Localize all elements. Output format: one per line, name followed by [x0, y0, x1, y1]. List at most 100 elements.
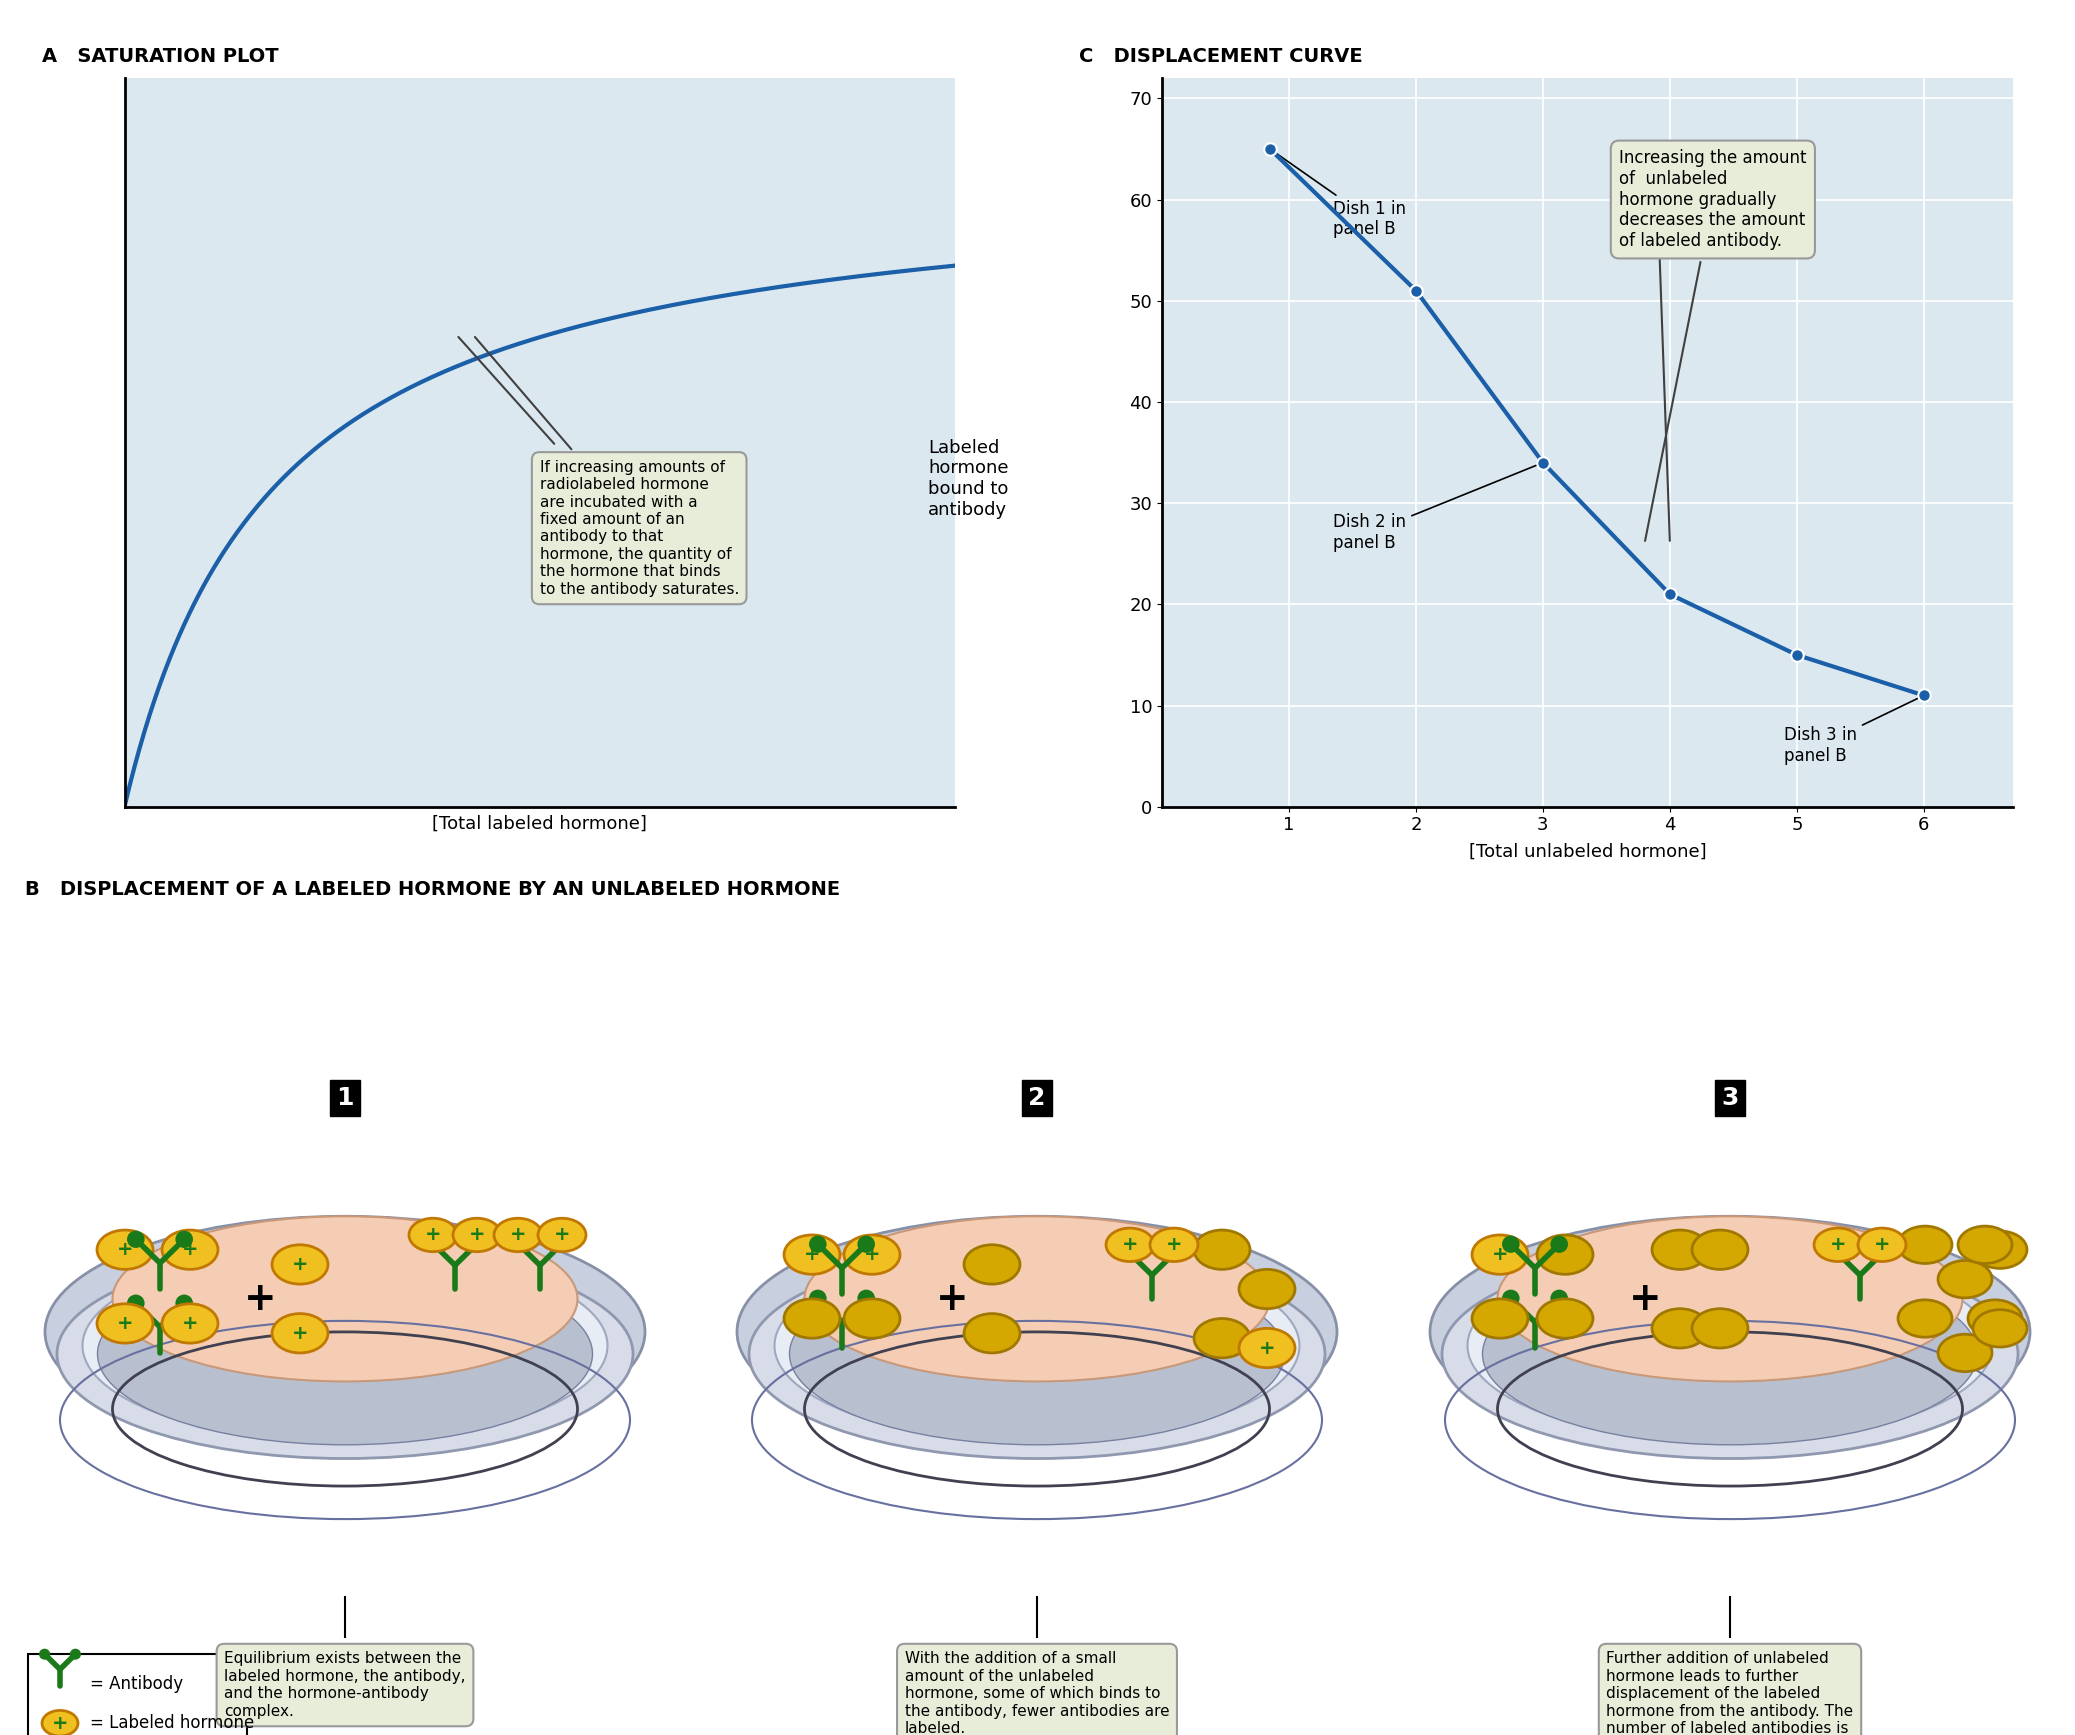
Ellipse shape — [845, 1300, 901, 1338]
Ellipse shape — [1193, 1230, 1249, 1270]
Circle shape — [127, 1294, 145, 1312]
Circle shape — [1550, 1235, 1569, 1253]
Ellipse shape — [1652, 1308, 1708, 1348]
Text: +: + — [1166, 1235, 1183, 1254]
Text: +: + — [1874, 1235, 1890, 1254]
Ellipse shape — [1814, 1228, 1861, 1261]
Ellipse shape — [42, 1711, 79, 1735]
Circle shape — [1550, 1289, 1569, 1306]
Ellipse shape — [1899, 1300, 1953, 1338]
Ellipse shape — [1239, 1329, 1295, 1367]
Text: +: + — [183, 1313, 199, 1332]
Ellipse shape — [98, 1303, 154, 1343]
X-axis label: [Total labeled hormone]: [Total labeled hormone] — [432, 815, 647, 833]
Text: B   DISPLACEMENT OF A LABELED HORMONE BY AN UNLABELED HORMONE: B DISPLACEMENT OF A LABELED HORMONE BY A… — [25, 880, 840, 899]
Circle shape — [71, 1648, 81, 1660]
Ellipse shape — [784, 1300, 840, 1338]
Text: +: + — [52, 1714, 68, 1733]
Ellipse shape — [272, 1313, 328, 1353]
Ellipse shape — [1652, 1230, 1708, 1270]
Circle shape — [127, 1230, 145, 1247]
Text: +: + — [803, 1246, 820, 1265]
Ellipse shape — [1538, 1300, 1594, 1338]
Text: +: + — [116, 1241, 133, 1260]
Ellipse shape — [1691, 1230, 1747, 1270]
Ellipse shape — [1691, 1308, 1747, 1348]
Text: Equilibrium exists between the
labeled hormone, the antibody,
and the hormone-an: Equilibrium exists between the labeled h… — [224, 1652, 465, 1719]
Ellipse shape — [965, 1244, 1021, 1284]
Ellipse shape — [1973, 1310, 2027, 1346]
Ellipse shape — [1967, 1300, 2021, 1338]
Text: Increasing the amount
of  unlabeled
hormone gradually
decreases the amount
of la: Increasing the amount of unlabeled hormo… — [1618, 149, 1807, 541]
Text: Dish 3 in
panel B: Dish 3 in panel B — [1784, 697, 1921, 765]
Ellipse shape — [784, 1235, 840, 1273]
Text: Further addition of unlabeled
hormone leads to further
displacement of the label: Further addition of unlabeled hormone le… — [1606, 1652, 1853, 1735]
Circle shape — [857, 1289, 876, 1306]
Ellipse shape — [494, 1218, 542, 1251]
Circle shape — [176, 1294, 193, 1312]
Ellipse shape — [409, 1218, 456, 1251]
Text: +: + — [1123, 1235, 1139, 1254]
Text: +: + — [1260, 1338, 1276, 1357]
Ellipse shape — [1538, 1235, 1594, 1273]
Circle shape — [39, 1648, 50, 1660]
Ellipse shape — [845, 1235, 901, 1273]
Ellipse shape — [452, 1218, 500, 1251]
Text: +: + — [1830, 1235, 1847, 1254]
Text: +: + — [936, 1280, 969, 1319]
Ellipse shape — [98, 1230, 154, 1270]
Text: 2: 2 — [1029, 1086, 1046, 1110]
Ellipse shape — [162, 1303, 218, 1343]
Text: If increasing amounts of
radiolabeled hormone
are incubated with a
fixed amount : If increasing amounts of radiolabeled ho… — [475, 337, 739, 597]
Ellipse shape — [1471, 1300, 1527, 1338]
Text: +: + — [1492, 1246, 1509, 1265]
Ellipse shape — [1442, 1249, 2019, 1459]
Text: Dish 1 in
panel B: Dish 1 in panel B — [1272, 151, 1407, 238]
Circle shape — [809, 1235, 826, 1253]
Text: With the addition of a small
amount of the unlabeled
hormone, some of which bind: With the addition of a small amount of t… — [905, 1652, 1170, 1735]
Ellipse shape — [1106, 1228, 1154, 1261]
Ellipse shape — [83, 1249, 608, 1442]
Text: +: + — [510, 1225, 527, 1244]
Ellipse shape — [1857, 1228, 1907, 1261]
Text: 1: 1 — [336, 1086, 353, 1110]
Ellipse shape — [537, 1218, 585, 1251]
Text: A   SATURATION PLOT: A SATURATION PLOT — [42, 47, 278, 66]
Ellipse shape — [162, 1230, 218, 1270]
Ellipse shape — [1239, 1270, 1295, 1308]
Ellipse shape — [1193, 1319, 1249, 1359]
Ellipse shape — [1938, 1334, 1992, 1372]
Text: +: + — [469, 1225, 486, 1244]
Ellipse shape — [46, 1216, 645, 1447]
Ellipse shape — [56, 1249, 633, 1459]
Ellipse shape — [1467, 1249, 1992, 1442]
Text: +: + — [863, 1246, 880, 1265]
Ellipse shape — [98, 1263, 593, 1445]
Text: Dish 2 in
panel B: Dish 2 in panel B — [1334, 463, 1540, 552]
Text: +: + — [116, 1313, 133, 1332]
Text: = Antibody: = Antibody — [89, 1674, 183, 1693]
Text: +: + — [293, 1254, 309, 1273]
Text: +: + — [425, 1225, 442, 1244]
Circle shape — [857, 1235, 876, 1253]
Ellipse shape — [749, 1249, 1326, 1459]
X-axis label: [Total unlabeled hormone]: [Total unlabeled hormone] — [1469, 843, 1706, 861]
Ellipse shape — [1959, 1227, 2013, 1263]
Ellipse shape — [1150, 1228, 1197, 1261]
Text: C   DISPLACEMENT CURVE: C DISPLACEMENT CURVE — [1079, 47, 1363, 66]
Ellipse shape — [1482, 1263, 1977, 1445]
Text: +: + — [554, 1225, 571, 1244]
Ellipse shape — [1938, 1261, 1992, 1298]
Ellipse shape — [805, 1216, 1270, 1381]
Text: +: + — [183, 1241, 199, 1260]
Circle shape — [809, 1289, 826, 1306]
Ellipse shape — [112, 1216, 577, 1381]
Ellipse shape — [1973, 1232, 2027, 1268]
Circle shape — [1502, 1235, 1519, 1253]
Text: +: + — [293, 1324, 309, 1343]
FancyBboxPatch shape — [27, 1655, 247, 1735]
Text: = Labeled hormone: = Labeled hormone — [89, 1714, 255, 1732]
Ellipse shape — [774, 1249, 1299, 1442]
Circle shape — [176, 1230, 193, 1247]
Circle shape — [1502, 1289, 1519, 1306]
